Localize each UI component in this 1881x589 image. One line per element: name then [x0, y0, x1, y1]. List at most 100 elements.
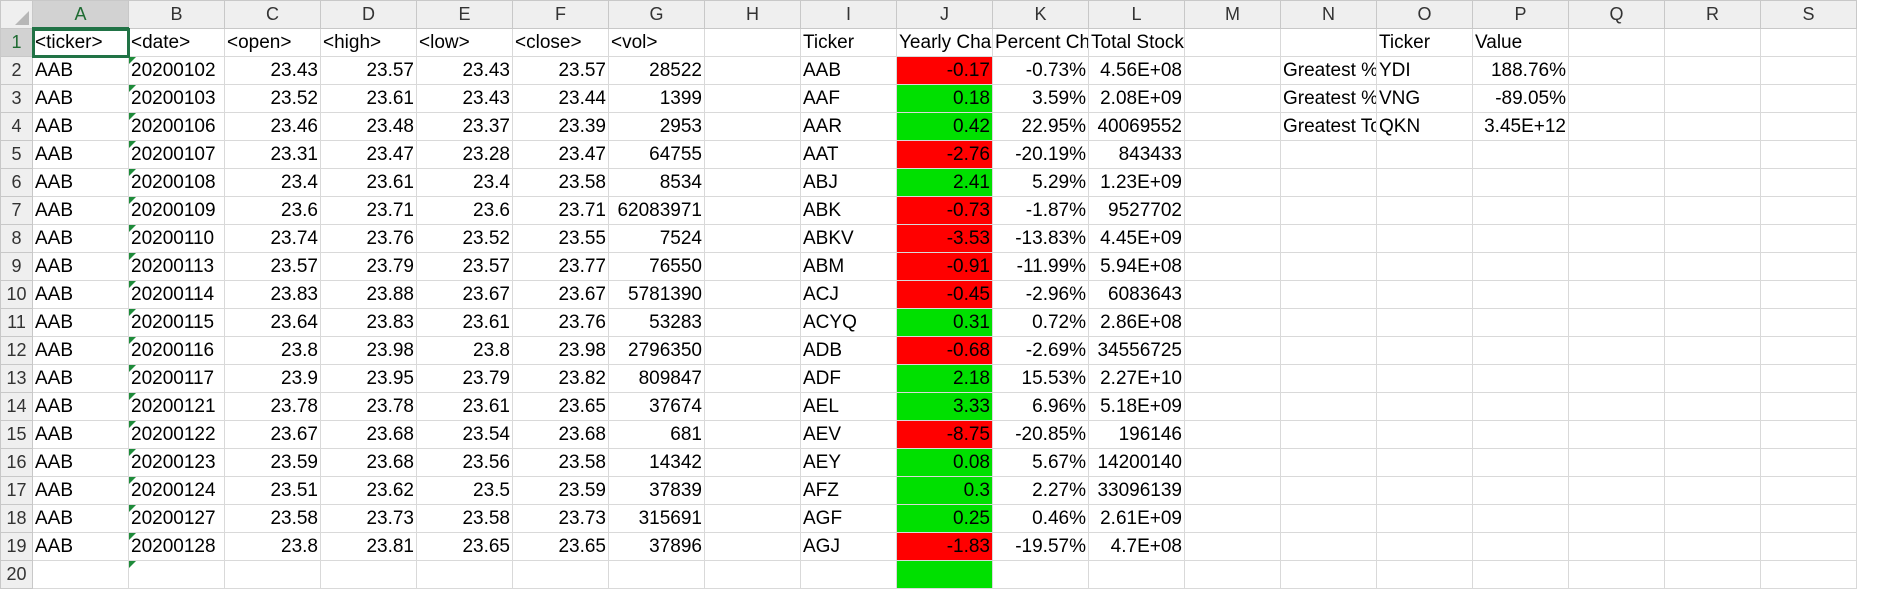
cell-e18[interactable]: 23.58	[416, 504, 513, 533]
cell-n9[interactable]	[1280, 252, 1377, 281]
cell-p1[interactable]: Value	[1472, 28, 1569, 57]
cell-s12[interactable]	[1760, 336, 1857, 365]
cell-e6[interactable]: 23.4	[416, 168, 513, 197]
row-header[interactable]: 3	[0, 84, 33, 113]
cell-n11[interactable]	[1280, 308, 1377, 337]
column-header-g[interactable]: G	[608, 0, 705, 29]
cell-a18[interactable]: AAB	[32, 504, 129, 533]
cell-e14[interactable]: 23.61	[416, 392, 513, 421]
cell-p4[interactable]: 3.45E+12	[1472, 112, 1569, 141]
cell-e4[interactable]: 23.37	[416, 112, 513, 141]
cell-m3[interactable]	[1184, 84, 1281, 113]
cell-c13[interactable]: 23.9	[224, 364, 321, 393]
cell-n15[interactable]	[1280, 420, 1377, 449]
cell-f19[interactable]: 23.65	[512, 532, 609, 561]
cell-q12[interactable]	[1568, 336, 1665, 365]
cell-p19[interactable]	[1472, 532, 1569, 561]
cell-e5[interactable]: 23.28	[416, 140, 513, 169]
cell-s6[interactable]	[1760, 168, 1857, 197]
cell-h9[interactable]	[704, 252, 801, 281]
cell-q13[interactable]	[1568, 364, 1665, 393]
cell-b2[interactable]: 20200102	[128, 56, 225, 85]
cell-f10[interactable]: 23.67	[512, 280, 609, 309]
cell-h1[interactable]	[704, 28, 801, 57]
cell-l7[interactable]: 9527702	[1088, 196, 1185, 225]
cell-i11[interactable]: ACYQ	[800, 308, 897, 337]
cell-d12[interactable]: 23.98	[320, 336, 417, 365]
cell-p8[interactable]	[1472, 224, 1569, 253]
cell-r9[interactable]	[1664, 252, 1761, 281]
cell-q2[interactable]	[1568, 56, 1665, 85]
cell-c6[interactable]: 23.4	[224, 168, 321, 197]
cell-a16[interactable]: AAB	[32, 448, 129, 477]
cell-i9[interactable]: ABM	[800, 252, 897, 281]
cell-l19[interactable]: 4.7E+08	[1088, 532, 1185, 561]
cell-m10[interactable]	[1184, 280, 1281, 309]
cell-h18[interactable]	[704, 504, 801, 533]
cell-k4[interactable]: 22.95%	[992, 112, 1089, 141]
cell-r20[interactable]	[1664, 560, 1761, 589]
cell-p3[interactable]: -89.05%	[1472, 84, 1569, 113]
cell-o8[interactable]	[1376, 224, 1473, 253]
cell-k17[interactable]: 2.27%	[992, 476, 1089, 505]
cell-f1[interactable]: <close>	[512, 28, 609, 57]
cell-e15[interactable]: 23.54	[416, 420, 513, 449]
cell-e11[interactable]: 23.61	[416, 308, 513, 337]
cell-o4[interactable]: QKN	[1376, 112, 1473, 141]
column-header-d[interactable]: D	[320, 0, 417, 29]
cell-h6[interactable]	[704, 168, 801, 197]
row-header[interactable]: 16	[0, 448, 33, 477]
cell-b19[interactable]: 20200128	[128, 532, 225, 561]
cell-g1[interactable]: <vol>	[608, 28, 705, 57]
cell-b18[interactable]: 20200127	[128, 504, 225, 533]
column-header-l[interactable]: L	[1088, 0, 1185, 29]
cell-b14[interactable]: 20200121	[128, 392, 225, 421]
cell-l14[interactable]: 5.18E+09	[1088, 392, 1185, 421]
cell-p12[interactable]	[1472, 336, 1569, 365]
cell-p13[interactable]	[1472, 364, 1569, 393]
cell-h16[interactable]	[704, 448, 801, 477]
cell-p16[interactable]	[1472, 448, 1569, 477]
cell-l13[interactable]: 2.27E+10	[1088, 364, 1185, 393]
cell-r8[interactable]	[1664, 224, 1761, 253]
cell-a1[interactable]: <ticker>	[31, 27, 130, 58]
cell-c4[interactable]: 23.46	[224, 112, 321, 141]
cell-i4[interactable]: AAR	[800, 112, 897, 141]
cell-e19[interactable]: 23.65	[416, 532, 513, 561]
cell-e3[interactable]: 23.43	[416, 84, 513, 113]
cell-k15[interactable]: -20.85%	[992, 420, 1089, 449]
cell-l15[interactable]: 196146	[1088, 420, 1185, 449]
cell-c5[interactable]: 23.31	[224, 140, 321, 169]
cell-s17[interactable]	[1760, 476, 1857, 505]
cell-h12[interactable]	[704, 336, 801, 365]
cell-q16[interactable]	[1568, 448, 1665, 477]
cell-b12[interactable]: 20200116	[128, 336, 225, 365]
cell-b5[interactable]: 20200107	[128, 140, 225, 169]
row-header[interactable]: 2	[0, 56, 33, 85]
cell-o5[interactable]	[1376, 140, 1473, 169]
cell-n4[interactable]: Greatest Total Volume	[1280, 112, 1377, 141]
cell-g6[interactable]: 8534	[608, 168, 705, 197]
row-header[interactable]: 6	[0, 168, 33, 197]
cell-c11[interactable]: 23.64	[224, 308, 321, 337]
cell-i13[interactable]: ADF	[800, 364, 897, 393]
cell-d18[interactable]: 23.73	[320, 504, 417, 533]
column-header-r[interactable]: R	[1664, 0, 1761, 29]
cell-o19[interactable]	[1376, 532, 1473, 561]
cell-e10[interactable]: 23.67	[416, 280, 513, 309]
cell-j1[interactable]: Yearly Change	[896, 28, 993, 57]
cell-j16[interactable]: 0.08	[896, 448, 993, 477]
column-header-c[interactable]: C	[224, 0, 321, 29]
cell-k20[interactable]	[992, 560, 1089, 589]
cell-g20[interactable]	[608, 560, 705, 589]
cell-a9[interactable]: AAB	[32, 252, 129, 281]
cell-p2[interactable]: 188.76%	[1472, 56, 1569, 85]
cell-g18[interactable]: 315691	[608, 504, 705, 533]
cell-p7[interactable]	[1472, 196, 1569, 225]
cell-l10[interactable]: 6083643	[1088, 280, 1185, 309]
cell-n17[interactable]	[1280, 476, 1377, 505]
cell-k7[interactable]: -1.87%	[992, 196, 1089, 225]
cell-f5[interactable]: 23.47	[512, 140, 609, 169]
cell-k8[interactable]: -13.83%	[992, 224, 1089, 253]
cell-a20[interactable]	[32, 560, 129, 589]
